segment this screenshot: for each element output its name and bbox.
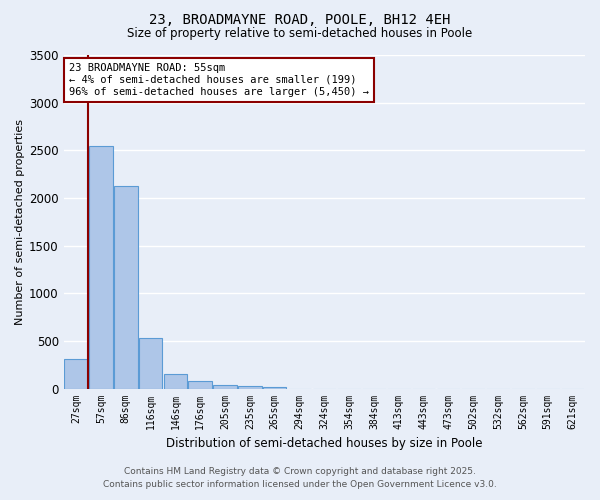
Y-axis label: Number of semi-detached properties: Number of semi-detached properties (15, 119, 25, 325)
X-axis label: Distribution of semi-detached houses by size in Poole: Distribution of semi-detached houses by … (166, 437, 482, 450)
Bar (139, 338, 163, 388)
Bar (64, 358, 88, 388)
Bar (89, 146, 113, 388)
Bar (263, 386, 286, 388)
Bar (188, 382, 212, 388)
Text: Contains HM Land Registry data © Crown copyright and database right 2025.
Contai: Contains HM Land Registry data © Crown c… (103, 468, 497, 489)
Bar (238, 386, 262, 388)
Bar (114, 186, 137, 388)
Bar (213, 385, 237, 388)
Text: 23, BROADMAYNE ROAD, POOLE, BH12 4EH: 23, BROADMAYNE ROAD, POOLE, BH12 4EH (149, 12, 451, 26)
Text: Size of property relative to semi-detached houses in Poole: Size of property relative to semi-detach… (127, 28, 473, 40)
Text: 23 BROADMAYNE ROAD: 55sqm
← 4% of semi-detached houses are smaller (199)
96% of : 23 BROADMAYNE ROAD: 55sqm ← 4% of semi-d… (69, 64, 369, 96)
Bar (164, 374, 187, 388)
